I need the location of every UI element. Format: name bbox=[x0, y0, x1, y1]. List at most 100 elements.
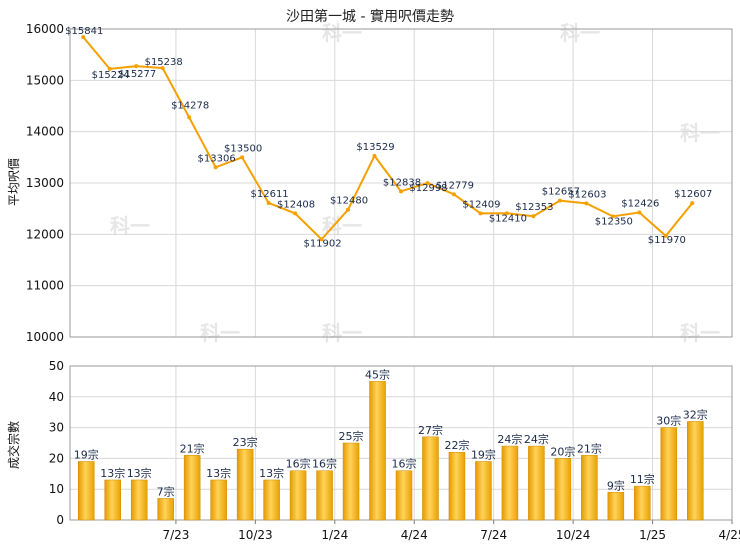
price-data-label: $14278 bbox=[171, 100, 209, 111]
volume-data-label: 45宗 bbox=[365, 367, 390, 381]
price-data-label: $12838 bbox=[383, 177, 421, 188]
price-data-label: $12408 bbox=[277, 199, 315, 210]
volume-data-label: 16宗 bbox=[392, 457, 417, 471]
volume-bar bbox=[316, 470, 333, 521]
volume-bar bbox=[157, 498, 174, 521]
volume-data-label: 13宗 bbox=[127, 466, 152, 480]
price-data-label: $15841 bbox=[65, 26, 103, 37]
watermark-text: 科一 bbox=[560, 21, 600, 45]
watermark-text: 科一 bbox=[322, 321, 362, 345]
price-data-label: $12353 bbox=[515, 202, 553, 213]
volume-data-label: 23宗 bbox=[233, 435, 258, 449]
watermark-text: 科一 bbox=[680, 321, 720, 345]
price-point bbox=[690, 201, 695, 206]
volume-data-label: 13宗 bbox=[259, 466, 284, 480]
volume-bar bbox=[475, 461, 492, 521]
volume-data-label: 11宗 bbox=[630, 472, 655, 486]
chart-title: 沙田第一城 - 實用呎價走勢 bbox=[286, 8, 454, 25]
volume-bar bbox=[501, 445, 519, 521]
price-point bbox=[134, 64, 139, 69]
volume-data-label: 7宗 bbox=[157, 484, 175, 498]
volume-data-label: 22宗 bbox=[444, 438, 469, 452]
price-point bbox=[293, 211, 298, 216]
price-point bbox=[187, 115, 192, 120]
price-data-label: $13529 bbox=[356, 142, 394, 153]
price-point bbox=[610, 214, 615, 219]
volume-bar bbox=[422, 436, 439, 521]
price-data-label: $12350 bbox=[595, 216, 633, 227]
price-point bbox=[81, 35, 86, 40]
price-data-label: $12410 bbox=[489, 213, 527, 224]
price-data-label: $12657 bbox=[542, 187, 580, 198]
price-point bbox=[107, 66, 112, 71]
volume-bar bbox=[528, 445, 545, 521]
price-y-tick: 13000 bbox=[26, 176, 64, 190]
volume-bar bbox=[687, 421, 704, 521]
price-y-tick: 15000 bbox=[26, 73, 64, 87]
volume-bar bbox=[395, 470, 413, 521]
x-tick-label: 1/24 bbox=[321, 528, 348, 542]
price-point bbox=[663, 233, 668, 238]
price-line bbox=[82, 36, 694, 241]
volume-y-tick: 20 bbox=[49, 451, 64, 465]
x-tick-label: 4/25 bbox=[719, 528, 740, 542]
price-point bbox=[504, 211, 509, 216]
price-point bbox=[266, 200, 271, 205]
price-data-label: $13500 bbox=[224, 143, 262, 154]
price-point bbox=[399, 189, 403, 194]
price-point bbox=[557, 198, 562, 203]
price-y-tick: 12000 bbox=[26, 227, 64, 241]
volume-data-label: 24宗 bbox=[524, 432, 549, 446]
price-data-label: $15238 bbox=[145, 57, 183, 68]
price-panel: 平均呎價 10000 11000 12000 13000 14000 15000 16000… bbox=[7, 22, 733, 344]
price-data-label: $12779 bbox=[436, 180, 474, 191]
watermark-text: 科一 bbox=[680, 121, 720, 145]
volume-bar bbox=[554, 458, 572, 521]
price-data-label: $12480 bbox=[330, 196, 368, 207]
price-point bbox=[584, 201, 589, 206]
price-y-tick: 11000 bbox=[26, 279, 64, 293]
price-point bbox=[451, 192, 456, 197]
price-point bbox=[637, 210, 642, 215]
price-data-label: $12426 bbox=[621, 198, 659, 209]
x-tick-label: 10/23 bbox=[238, 528, 273, 542]
volume-bar bbox=[660, 427, 678, 521]
volume-data-label: 21宗 bbox=[577, 441, 602, 455]
price-y-tick: 14000 bbox=[26, 125, 64, 139]
volume-data-label: 13宗 bbox=[100, 466, 125, 480]
price-data-label: $12998 bbox=[409, 183, 447, 194]
volume-y-tick: 30 bbox=[49, 421, 64, 435]
x-tick-label: 7/23 bbox=[162, 528, 189, 542]
price-point bbox=[372, 153, 377, 158]
x-tick-label: 10/24 bbox=[556, 528, 591, 542]
volume-bar bbox=[581, 455, 598, 521]
volume-bar bbox=[210, 479, 227, 521]
volume-data-label: 30宗 bbox=[656, 414, 681, 428]
volume-data-label: 16宗 bbox=[286, 457, 311, 471]
volume-bar bbox=[104, 479, 121, 521]
price-point bbox=[240, 155, 245, 160]
volume-data-label: 27宗 bbox=[418, 423, 443, 437]
price-data-label: $12607 bbox=[674, 189, 712, 200]
price-data-label: $15277 bbox=[118, 69, 156, 80]
volume-data-label: 21宗 bbox=[180, 441, 205, 455]
volume-y-tick: 10 bbox=[49, 482, 64, 496]
price-plot-frame bbox=[69, 28, 733, 338]
volume-data-label: 32宗 bbox=[683, 407, 708, 421]
volume-data-label: 24宗 bbox=[497, 432, 522, 446]
volume-bar bbox=[634, 485, 651, 521]
volume-data-label: 13宗 bbox=[206, 466, 231, 480]
price-point bbox=[160, 66, 165, 71]
x-tick-label: 4/24 bbox=[401, 528, 428, 542]
price-data-label: $12603 bbox=[568, 189, 606, 200]
volume-bar bbox=[263, 479, 280, 521]
price-y-tick: 16000 bbox=[26, 22, 64, 36]
price-point bbox=[425, 181, 430, 186]
volume-bar bbox=[236, 448, 254, 521]
volume-bar bbox=[77, 461, 95, 521]
price-point bbox=[319, 237, 324, 242]
price-data-label: $11970 bbox=[648, 235, 686, 246]
volume-data-label: 19宗 bbox=[471, 447, 496, 461]
